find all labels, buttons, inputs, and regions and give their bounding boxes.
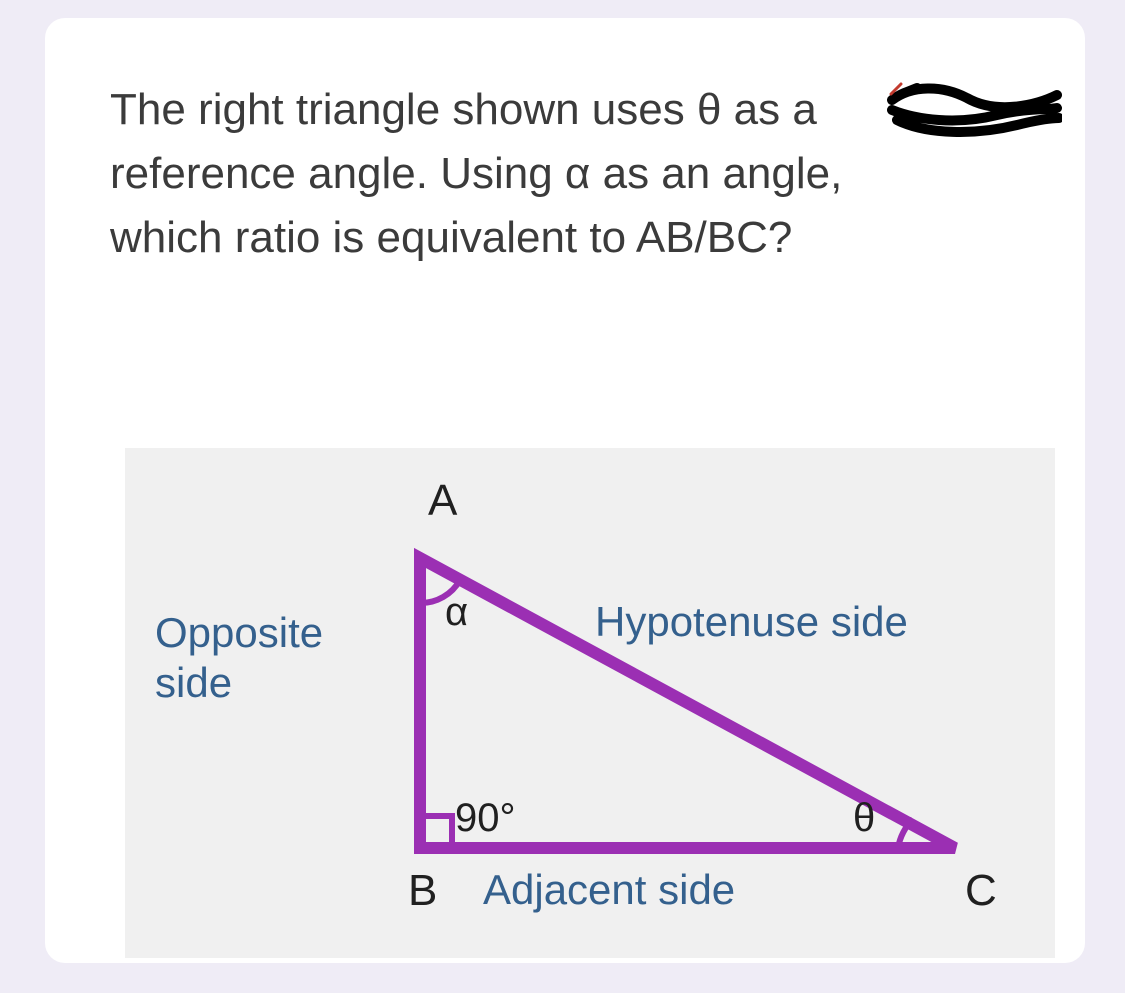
- right-angle-label: 90°: [455, 796, 516, 841]
- redaction-scribble-icon: [887, 80, 1062, 140]
- vertex-c-label: C: [965, 866, 997, 916]
- triangle-diagram: A B C Oppositeside Hypotenuse side Adjac…: [125, 448, 1055, 958]
- alpha-label: α: [445, 590, 468, 635]
- theta-label: θ: [853, 796, 875, 841]
- hypotenuse-side-label: Hypotenuse side: [595, 598, 908, 646]
- question-text: The right triangle shown uses θ as a ref…: [110, 78, 890, 269]
- vertex-a-label: A: [428, 476, 457, 526]
- vertex-b-label: B: [408, 866, 437, 916]
- opposite-side-text: Oppositeside: [155, 608, 365, 709]
- opposite-side-label: Oppositeside: [155, 608, 365, 709]
- adjacent-side-label: Adjacent side: [483, 866, 735, 914]
- question-card: The right triangle shown uses θ as a ref…: [45, 18, 1085, 963]
